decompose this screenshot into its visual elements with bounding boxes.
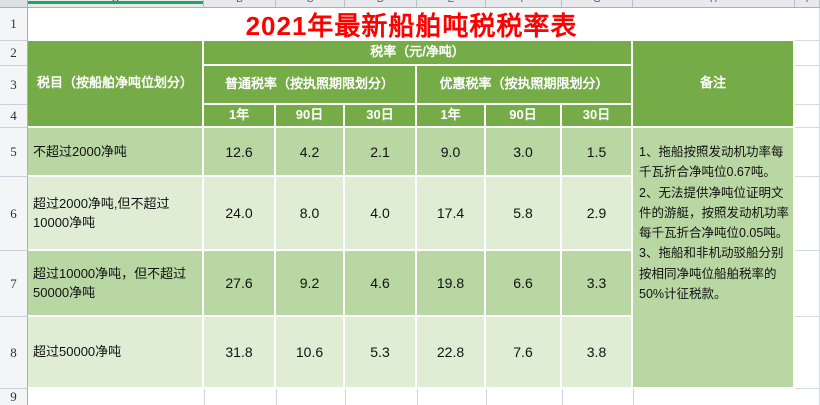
- row-header-4[interactable]: 4: [0, 105, 27, 128]
- rate-cell-r3-pref-1y[interactable]: 19.8: [417, 251, 486, 317]
- empty-cell[interactable]: [795, 177, 820, 251]
- tax-rate-table: 税目（按船舶净吨位划分） 税率（元/净吨） 备注 普通税率（按执照期限划分） 优…: [28, 41, 795, 389]
- tonnage-label-row2[interactable]: 超过2000净吨,但不超过10000净吨: [28, 177, 204, 251]
- rate-cell-r2-pref-90d[interactable]: 5.8: [486, 177, 562, 251]
- rate-cell-r3-normal-1y[interactable]: 27.6: [204, 251, 276, 317]
- rate-cell-r4-pref-30d[interactable]: 3.8: [562, 317, 633, 389]
- empty-cell[interactable]: [795, 8, 820, 41]
- row-header-6[interactable]: 6: [0, 177, 27, 251]
- rate-cell-r4-normal-90d[interactable]: 10.6: [276, 317, 345, 389]
- normal-period-1y-header[interactable]: 1年: [204, 105, 276, 128]
- rate-group-header-cell[interactable]: 税率（元/净吨）: [204, 41, 633, 66]
- column-header-c[interactable]: C: [276, 0, 345, 7]
- rate-cell-r3-pref-30d[interactable]: 3.3: [562, 251, 633, 317]
- rate-cell-r2-normal-1y[interactable]: 24.0: [204, 177, 276, 251]
- tonnage-label-row4[interactable]: 超过50000净吨: [28, 317, 204, 389]
- normal-period-90d-header[interactable]: 90日: [276, 105, 345, 128]
- row-header-9[interactable]: 9: [10, 389, 17, 404]
- gridline: [562, 389, 563, 405]
- tonnage-label-row1[interactable]: 不超过2000净吨: [28, 128, 204, 177]
- pref-period-30d-header[interactable]: 30日: [562, 105, 633, 128]
- empty-row-9[interactable]: [28, 389, 795, 405]
- gridline: [633, 389, 634, 405]
- gridline: [204, 389, 205, 405]
- row-header-7[interactable]: 7: [0, 251, 27, 317]
- tonnage-label-row3[interactable]: 超过10000净吨，但不超过50000净吨: [28, 251, 204, 317]
- rate-cell-r3-normal-90d[interactable]: 9.2: [276, 251, 345, 317]
- gridline: [345, 389, 346, 405]
- empty-cell[interactable]: [795, 389, 820, 405]
- rate-cell-r4-normal-1y[interactable]: 31.8: [204, 317, 276, 389]
- gridline: [417, 389, 418, 405]
- column-header-e[interactable]: E: [417, 0, 486, 7]
- empty-cell[interactable]: [795, 317, 820, 389]
- gridline: [486, 389, 487, 405]
- row-header-3[interactable]: 3: [0, 66, 27, 105]
- empty-cell[interactable]: [795, 251, 820, 317]
- rate-cell-r2-pref-1y[interactable]: 17.4: [417, 177, 486, 251]
- gridline: [276, 389, 277, 405]
- title-cell[interactable]: 2021年最新船舶吨税税率表: [28, 8, 795, 41]
- normal-rate-header-cell[interactable]: 普通税率（按执照期限划分）: [204, 66, 417, 105]
- rate-cell-r1-pref-1y[interactable]: 9.0: [417, 128, 486, 177]
- row-header-2[interactable]: 2: [0, 41, 27, 66]
- rate-cell-r1-pref-90d[interactable]: 3.0: [486, 128, 562, 177]
- rate-cell-r4-pref-90d[interactable]: 7.6: [486, 317, 562, 389]
- column-header-a[interactable]: A: [28, 0, 204, 7]
- empty-cell[interactable]: [795, 128, 820, 177]
- rate-cell-r1-normal-30d[interactable]: 2.1: [345, 128, 417, 177]
- row-header-column: 1 2 3 4 5 6 7 8 9: [0, 8, 28, 405]
- rate-cell-r1-normal-1y[interactable]: 12.6: [204, 128, 276, 177]
- empty-cell[interactable]: [795, 105, 820, 128]
- row-header-5[interactable]: 5: [0, 128, 27, 177]
- rate-cell-r3-pref-90d[interactable]: 6.6: [486, 251, 562, 317]
- column-header-b[interactable]: B: [204, 0, 276, 7]
- column-header-h[interactable]: H: [633, 0, 795, 7]
- pref-period-90d-header[interactable]: 90日: [486, 105, 562, 128]
- pref-period-1y-header[interactable]: 1年: [417, 105, 486, 128]
- rate-cell-r4-normal-30d[interactable]: 5.3: [345, 317, 417, 389]
- empty-column-i[interactable]: [795, 8, 820, 405]
- column-header-d[interactable]: D: [345, 0, 417, 7]
- rate-cell-r1-normal-90d[interactable]: 4.2: [276, 128, 345, 177]
- empty-cell[interactable]: [795, 66, 820, 105]
- rate-cell-r4-pref-1y[interactable]: 22.8: [417, 317, 486, 389]
- normal-period-30d-header[interactable]: 30日: [345, 105, 417, 128]
- column-header-i[interactable]: I: [795, 0, 820, 7]
- column-header-f[interactable]: F: [486, 0, 562, 7]
- select-all-corner[interactable]: [0, 0, 28, 7]
- column-header-strip: A B C D E F G H I: [0, 0, 820, 8]
- rate-cell-r2-normal-90d[interactable]: 8.0: [276, 177, 345, 251]
- column-header-g[interactable]: G: [562, 0, 633, 7]
- row-header-1[interactable]: 1: [0, 8, 27, 41]
- remarks-cell[interactable]: 1、拖船按照发动机功率每千瓦折合净吨位0.67吨。 2、无法提供净吨位证明文件的…: [633, 128, 795, 389]
- page-title: 2021年最新船舶吨税税率表: [245, 11, 578, 41]
- rate-cell-r1-pref-30d[interactable]: 1.5: [562, 128, 633, 177]
- row-header-8[interactable]: 8: [0, 317, 27, 389]
- remarks-header-cell[interactable]: 备注: [633, 41, 795, 128]
- rate-cell-r3-normal-30d[interactable]: 4.6: [345, 251, 417, 317]
- empty-cell[interactable]: [795, 41, 820, 66]
- preferential-rate-header-cell[interactable]: 优惠税率（按执照期限划分）: [417, 66, 633, 105]
- rate-cell-r2-pref-30d[interactable]: 2.9: [562, 177, 633, 251]
- tax-item-header-cell[interactable]: 税目（按船舶净吨位划分）: [28, 41, 204, 128]
- rate-cell-r2-normal-30d[interactable]: 4.0: [345, 177, 417, 251]
